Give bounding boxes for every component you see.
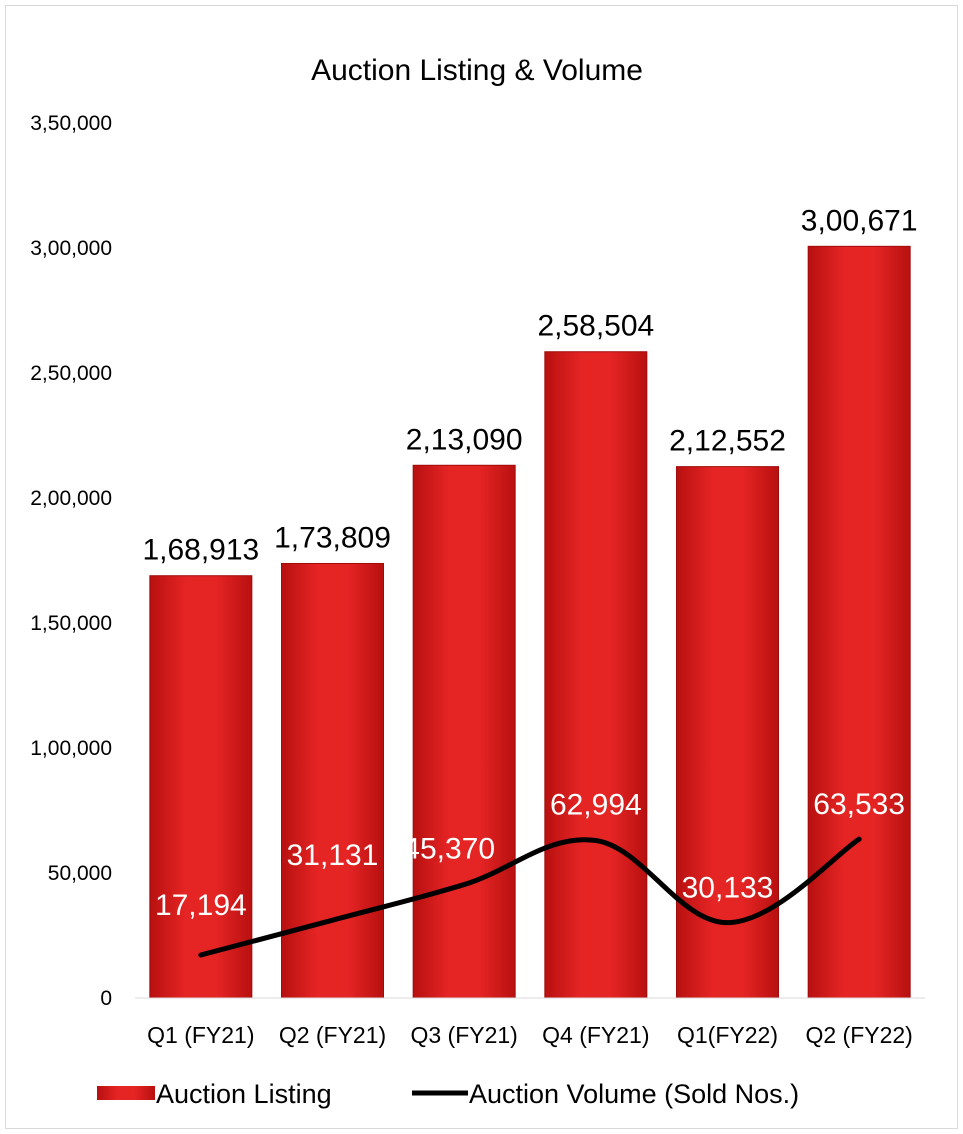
y-tick-label: 2,00,000 <box>30 487 112 510</box>
bar <box>676 466 779 999</box>
bar-data-label: 2,12,552 <box>669 425 786 458</box>
line-data-label: 63,533 <box>813 788 905 821</box>
x-tick-label: Q1 (FY21) <box>147 1022 254 1048</box>
line-data-label: 30,133 <box>682 872 774 905</box>
y-tick-label: 2,50,000 <box>30 362 112 385</box>
bar-data-label: 3,00,671 <box>801 204 918 237</box>
legend-bar-label: Auction Listing <box>156 1079 332 1109</box>
y-tick-label: 0 <box>100 987 112 1010</box>
line-path <box>198 836 862 958</box>
bar <box>149 575 253 999</box>
x-tick-label: Q2 (FY22) <box>805 1022 912 1048</box>
x-tick-label: Q1(FY22) <box>677 1022 778 1048</box>
y-tick-label: 50,000 <box>48 862 112 885</box>
line-data-label: 62,994 <box>550 789 642 822</box>
bar-data-label: 2,13,090 <box>406 423 523 456</box>
bar <box>281 562 384 999</box>
bar-data-label: 1,68,913 <box>142 534 259 567</box>
line-data-label: 17,194 <box>155 889 247 922</box>
bar-data-label: 2,58,504 <box>537 310 654 343</box>
bar <box>544 351 648 999</box>
legend: Auction Listing Auction Volume (Sold Nos.… <box>97 1079 799 1109</box>
y-tick-label: 3,00,000 <box>30 237 112 260</box>
line-data-label: 31,131 <box>287 839 379 872</box>
x-tick-label: Q3 (FY21) <box>410 1022 517 1048</box>
y-tick-label: 1,00,000 <box>30 737 112 760</box>
bar <box>412 464 516 999</box>
x-tick-label: Q4 (FY21) <box>542 1022 649 1048</box>
legend-line-label: Auction Volume (Sold Nos.) <box>469 1079 799 1109</box>
x-tick-label: Q2 (FY21) <box>279 1022 386 1048</box>
y-axis: 0 50,000 1,00,000 1,50,000 2,00,000 2,50,000 3… <box>30 112 112 1010</box>
legend-bar-swatch <box>97 1086 155 1100</box>
y-tick-label: 1,50,000 <box>30 612 112 635</box>
line-series: 17,194 31,131 45,370 62,994 30,133 63,533 <box>155 788 905 958</box>
line-data-label: 45,370 <box>403 833 495 866</box>
bar <box>807 245 911 999</box>
bar-data-label: 1,73,809 <box>274 521 391 554</box>
bar-series: 1,68,913 1,73,809 2,13,090 2,58,504 2,12,552… <box>142 204 918 999</box>
x-axis: Q1 (FY21) Q2 (FY21) Q3 (FY21) Q4 (FY21) Q1(F… <box>135 997 925 1048</box>
y-tick-label: 3,50,000 <box>30 112 112 135</box>
chart-title: Auction Listing & Volume <box>311 54 643 87</box>
